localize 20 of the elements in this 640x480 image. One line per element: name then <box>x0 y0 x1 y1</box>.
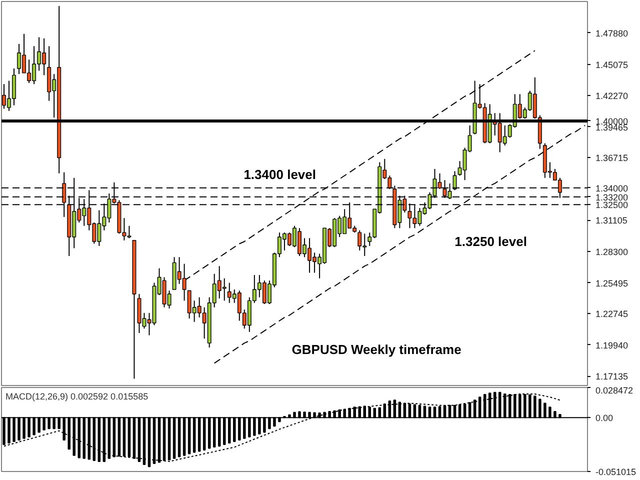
annotation: 1.3250 level <box>454 234 527 249</box>
ref-line-label: 1.33200 <box>596 192 628 202</box>
y-tick-label: 1.25495 <box>596 278 628 288</box>
annotation: GBPUSD Weekly timeframe <box>292 342 462 357</box>
y-tick-label: 1.19940 <box>596 340 628 350</box>
y-tick-label: 1.17135 <box>596 372 628 382</box>
y-tick-label: 1.31105 <box>596 216 628 226</box>
y-tick-label: 1.28300 <box>596 247 628 258</box>
chart-title: MACD(12,26,9) 0.002592 0.015585 <box>6 392 148 402</box>
y-tick-label: 1.22745 <box>596 309 628 320</box>
y-tick-label: 1.45075 <box>596 60 628 70</box>
ref-line-label: 1.32500 <box>596 200 628 210</box>
ref-line-label: 1.34000 <box>596 183 628 194</box>
y-tick-label: 1.36715 <box>596 153 628 164</box>
y-tick-label: 0.028472 <box>596 386 634 396</box>
y-tick-label: 1.42270 <box>596 91 628 102</box>
y-tick-label: 0.00 <box>596 413 614 424</box>
y-tick-label: -0.051015 <box>596 467 636 477</box>
y-tick-label: 1.47880 <box>596 28 628 38</box>
annotation: 1.3400 level <box>244 166 316 182</box>
